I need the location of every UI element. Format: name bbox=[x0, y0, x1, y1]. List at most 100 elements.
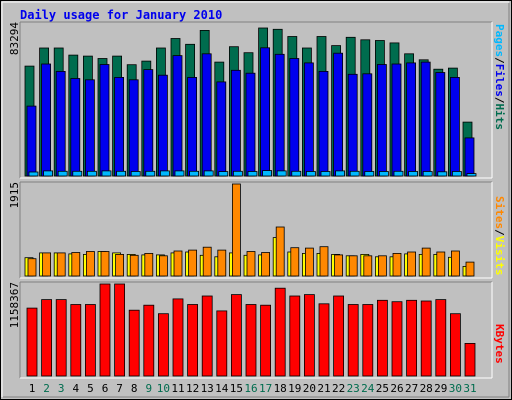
bar-pages bbox=[262, 170, 273, 177]
x-axis-labels: 1 2 3 4 5 6 7 8 9 10 11 12 13 14 15 16 17 18 19 20 21 22 23 24 2… bbox=[29, 382, 477, 395]
bar-sites bbox=[465, 261, 475, 277]
bar-pages bbox=[422, 171, 433, 177]
bar-files bbox=[99, 64, 110, 177]
bar-sites bbox=[158, 255, 168, 277]
bar-kbytes bbox=[464, 342, 476, 377]
bar-sites bbox=[275, 226, 285, 277]
bar-files bbox=[391, 63, 402, 177]
x-tick-label: 30 bbox=[449, 382, 462, 395]
bar-files bbox=[172, 55, 183, 177]
legend-entry: / bbox=[493, 97, 506, 104]
bar-pages bbox=[43, 170, 53, 177]
bar-pages bbox=[378, 171, 389, 177]
bar-pages bbox=[87, 170, 97, 177]
bar-kbytes bbox=[274, 287, 286, 377]
bar-kbytes bbox=[303, 294, 315, 377]
bar-pages bbox=[305, 171, 316, 177]
bar-kbytes bbox=[245, 304, 257, 377]
legend-entry: Sites bbox=[493, 196, 506, 229]
bar-pages bbox=[203, 170, 214, 177]
bar-kbytes bbox=[318, 303, 330, 377]
bar-kbytes bbox=[216, 310, 228, 377]
bar-sites bbox=[261, 252, 271, 277]
legend-entry: Visits bbox=[493, 236, 506, 276]
x-tick-label: 21 bbox=[317, 382, 330, 395]
bar-pages bbox=[349, 170, 360, 177]
x-tick-label: 26 bbox=[390, 382, 403, 395]
bar-kbytes bbox=[347, 304, 359, 377]
bar-pages bbox=[291, 170, 302, 177]
x-tick-label: 7 bbox=[116, 382, 123, 395]
bar-files bbox=[347, 73, 358, 177]
bar-kbytes bbox=[376, 299, 388, 377]
legend-entry: KBytes bbox=[493, 324, 506, 364]
bar-sites bbox=[173, 250, 183, 277]
x-tick-label: 24 bbox=[361, 382, 375, 395]
bar-pages bbox=[28, 171, 39, 177]
bar-files bbox=[216, 81, 227, 177]
bar-sites bbox=[115, 253, 124, 277]
x-tick-label: 12 bbox=[186, 382, 199, 395]
bar-sites bbox=[421, 247, 431, 277]
x-tick-label: 23 bbox=[347, 382, 360, 395]
legend-bottom: KBytes bbox=[493, 324, 506, 364]
bar-kbytes bbox=[260, 304, 272, 377]
bar-pages bbox=[466, 173, 477, 177]
x-tick-label: 20 bbox=[303, 382, 316, 395]
bar-pages bbox=[174, 170, 185, 177]
x-tick-label: 5 bbox=[87, 382, 94, 395]
bar-kbytes bbox=[157, 313, 169, 377]
bar-sites bbox=[392, 252, 402, 277]
bar-kbytes bbox=[230, 294, 242, 377]
bar-files bbox=[289, 58, 300, 177]
x-tick-label: 4 bbox=[72, 382, 79, 395]
bar-files bbox=[362, 73, 373, 177]
bar-files bbox=[143, 69, 154, 177]
bar-kbytes bbox=[420, 300, 432, 377]
bar-kbytes bbox=[41, 299, 52, 377]
bar-kbytes bbox=[114, 283, 125, 377]
bar-files bbox=[245, 72, 256, 177]
legend-entry: Pages bbox=[493, 24, 506, 57]
bar-sites bbox=[202, 246, 212, 277]
bar-files bbox=[333, 52, 344, 177]
bar-sites bbox=[363, 255, 373, 277]
bar-files bbox=[70, 78, 81, 177]
x-tick-label: 1 bbox=[29, 382, 36, 395]
bar-sites bbox=[129, 254, 139, 277]
bar-kbytes bbox=[26, 307, 38, 377]
bar-pages bbox=[159, 170, 170, 177]
x-tick-label: 13 bbox=[201, 382, 214, 395]
bar-kbytes bbox=[172, 298, 184, 377]
bar-files bbox=[420, 61, 431, 177]
bar-pages bbox=[364, 171, 375, 177]
bar-files bbox=[114, 77, 124, 177]
bar-files bbox=[260, 47, 271, 177]
bar-kbytes bbox=[99, 283, 111, 377]
x-tick-label: 16 bbox=[244, 382, 257, 395]
bar-files bbox=[274, 53, 285, 177]
bar-pages bbox=[393, 170, 404, 177]
bar-sites bbox=[436, 251, 446, 277]
bar-files bbox=[157, 74, 168, 177]
bar-files bbox=[303, 62, 314, 177]
x-tick-label: 8 bbox=[131, 382, 138, 395]
x-tick-label: 2 bbox=[43, 382, 50, 395]
x-tick-label: 14 bbox=[215, 382, 229, 395]
bar-kbytes bbox=[333, 295, 345, 377]
x-tick-label: 31 bbox=[463, 382, 476, 395]
bar-sites bbox=[27, 258, 37, 277]
x-tick-label: 17 bbox=[259, 382, 272, 395]
bar-sites bbox=[319, 246, 329, 277]
bars-top bbox=[24, 27, 477, 177]
bar-pages bbox=[320, 171, 331, 177]
bar-files bbox=[85, 79, 95, 177]
bar-sites bbox=[231, 183, 241, 277]
bars-middle bbox=[24, 183, 475, 277]
bar-pages bbox=[72, 170, 83, 177]
x-tick-label: 3 bbox=[58, 382, 65, 395]
bar-pages bbox=[57, 170, 68, 177]
bars-bottom bbox=[26, 283, 476, 377]
bar-sites bbox=[86, 251, 95, 277]
bar-sites bbox=[71, 252, 81, 277]
